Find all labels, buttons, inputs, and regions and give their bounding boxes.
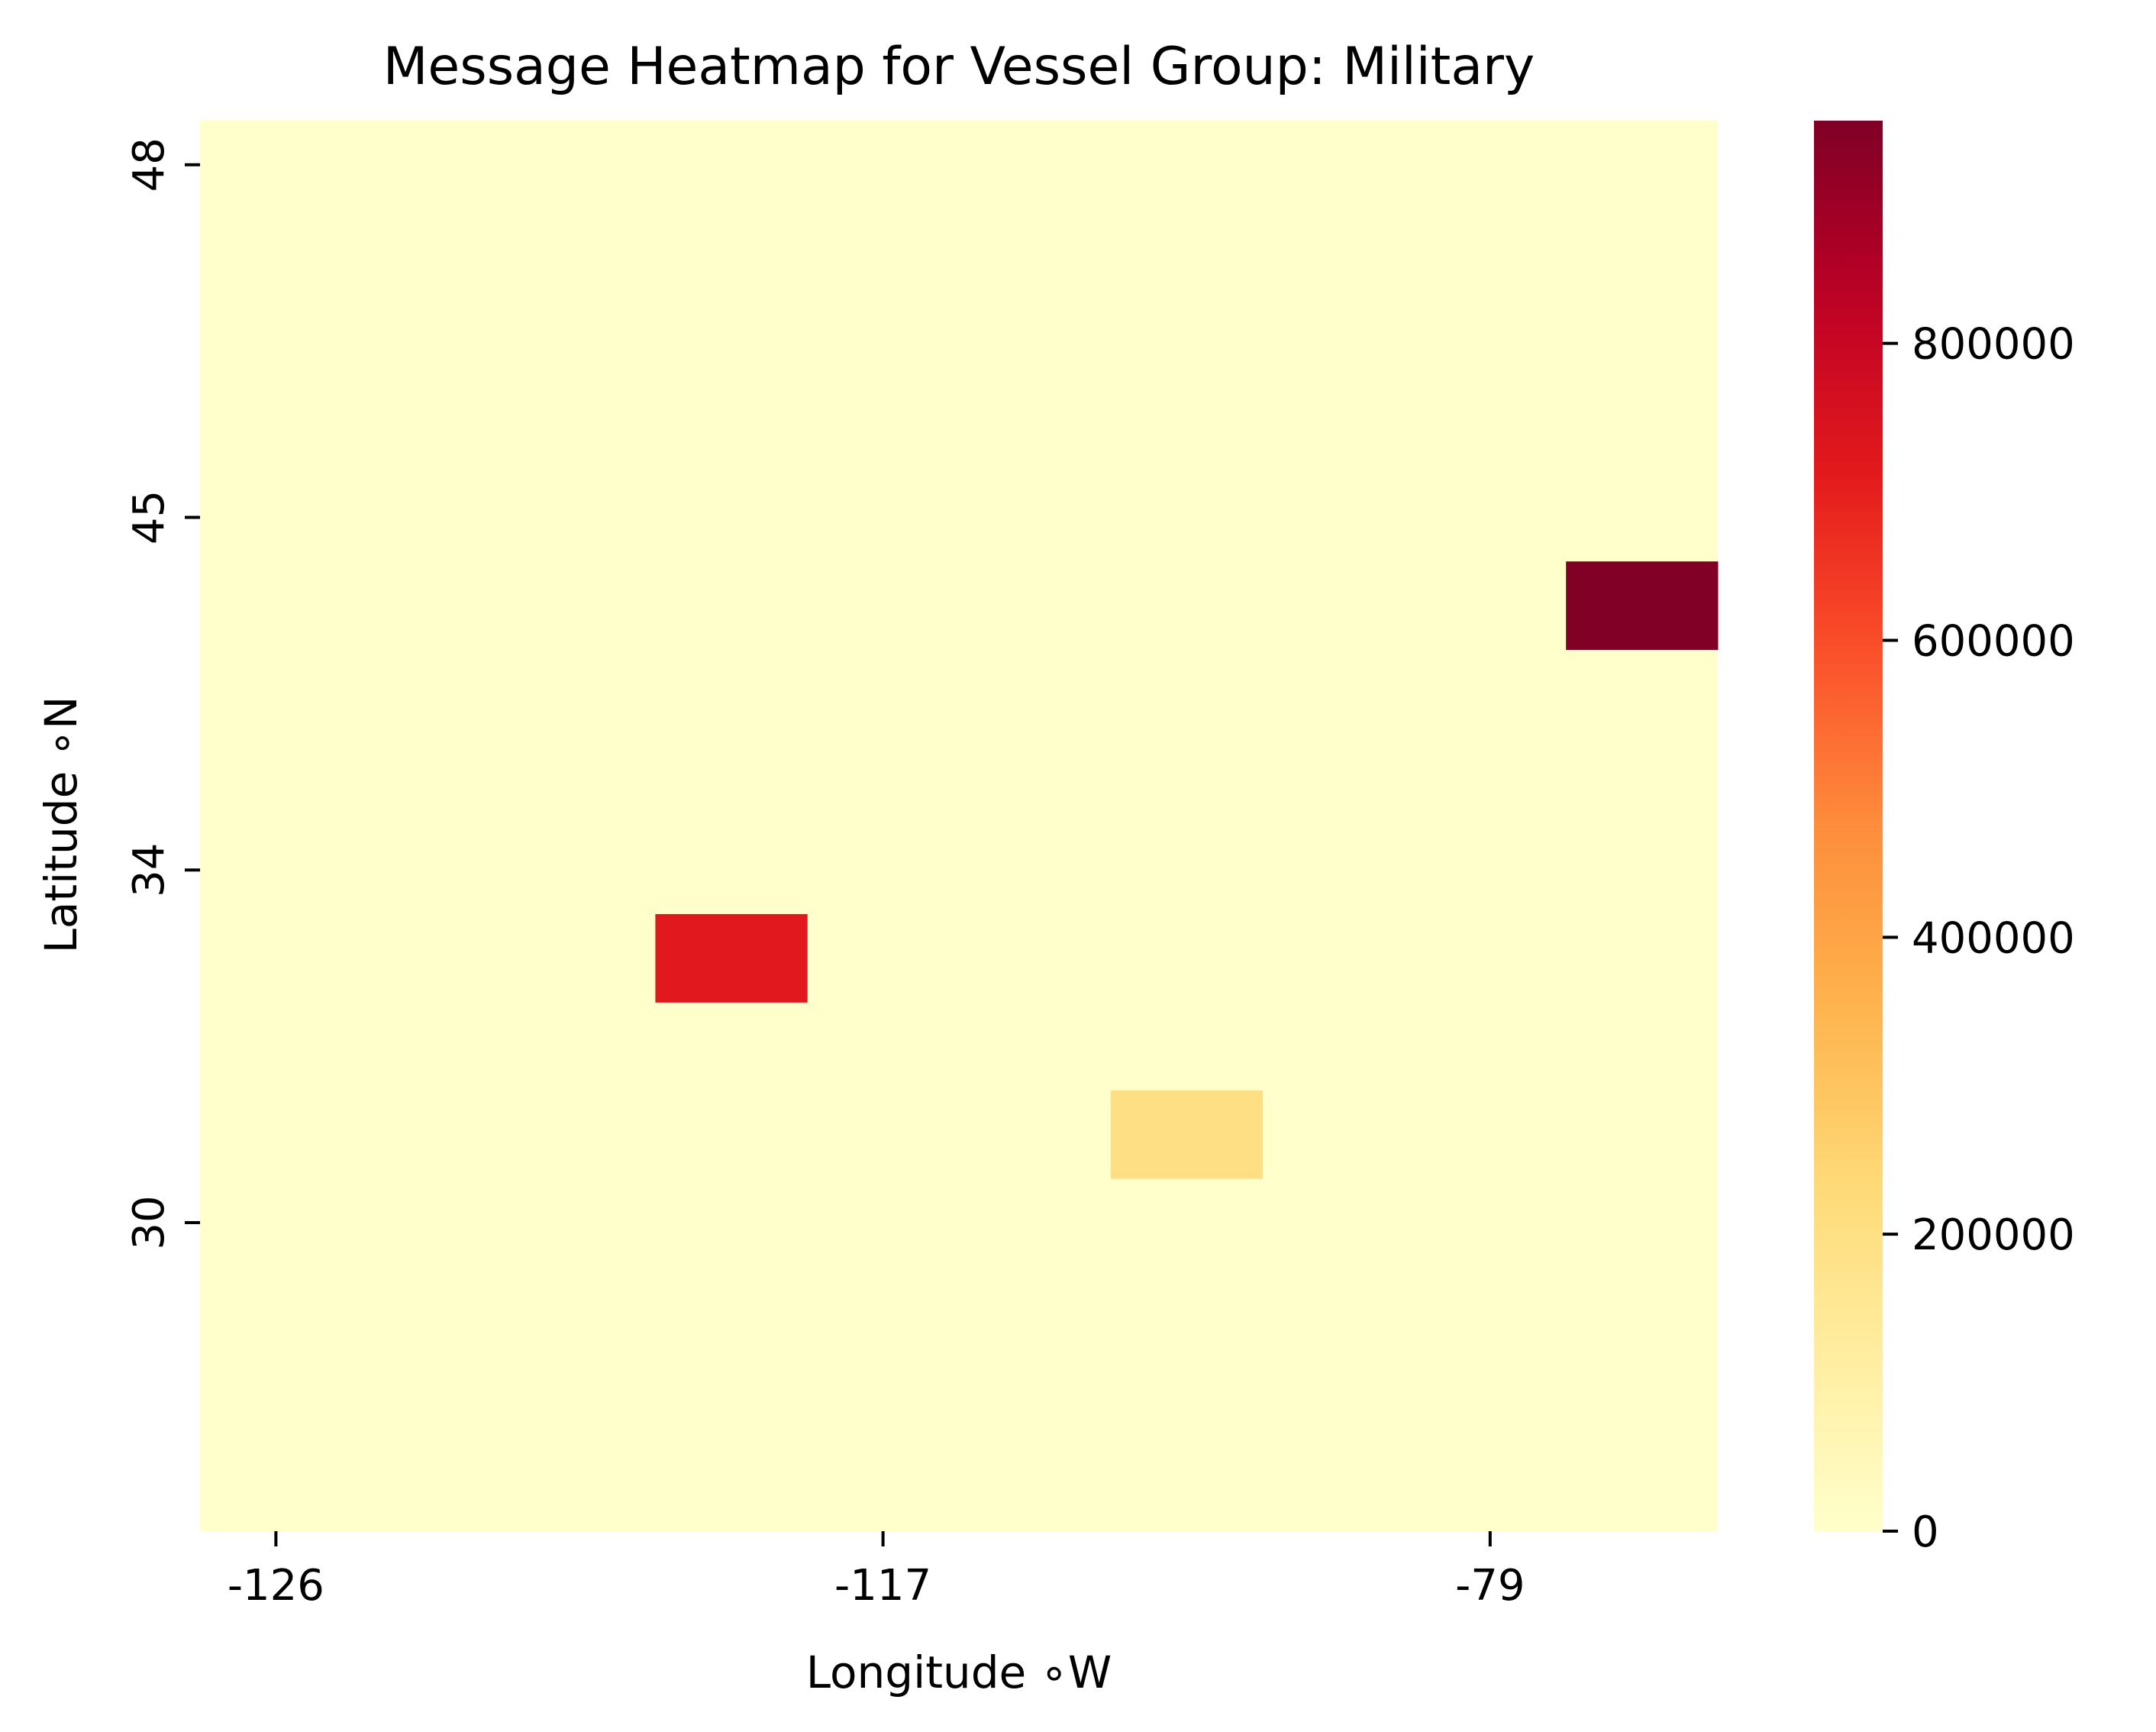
x-tick-label-2: -79 (1455, 1561, 1525, 1611)
x-tick-label-0: -126 (228, 1561, 324, 1611)
heatmap-grid (200, 121, 1719, 1531)
x-axis: -126 -117 -79 (228, 1531, 1525, 1611)
y-axis: 48 45 34 30 (124, 137, 200, 1250)
x-tick-label-1: -117 (834, 1561, 931, 1611)
colorbar-tick-label-0: 0 (1912, 1507, 1939, 1557)
y-axis-label: Latitude ∘N (35, 696, 87, 954)
heatmap-cell-1 (655, 913, 808, 1003)
colorbar-tick-label-3: 600000 (1912, 616, 2075, 666)
heatmap-cell-2 (1110, 1090, 1264, 1179)
colorbar: 0 200000 400000 600000 800000 (1814, 121, 2075, 1557)
x-axis-label: Longitude ∘W (806, 1646, 1112, 1698)
colorbar-gradient (1814, 121, 1883, 1531)
y-tick-label-2: 34 (124, 843, 174, 897)
colorbar-tick-label-4: 800000 (1912, 320, 2075, 370)
heatmap-cell-0 (1566, 561, 1719, 651)
y-tick-label-3: 30 (124, 1195, 174, 1249)
chart-title: Message Heatmap for Vessel Group: Milita… (383, 37, 1535, 97)
colorbar-tick-label-1: 200000 (1912, 1210, 2075, 1260)
heatmap-background (200, 121, 1718, 1531)
y-tick-label-1: 45 (124, 490, 174, 544)
colorbar-tick-label-2: 400000 (1912, 913, 2075, 963)
y-tick-label-0: 48 (124, 137, 174, 192)
